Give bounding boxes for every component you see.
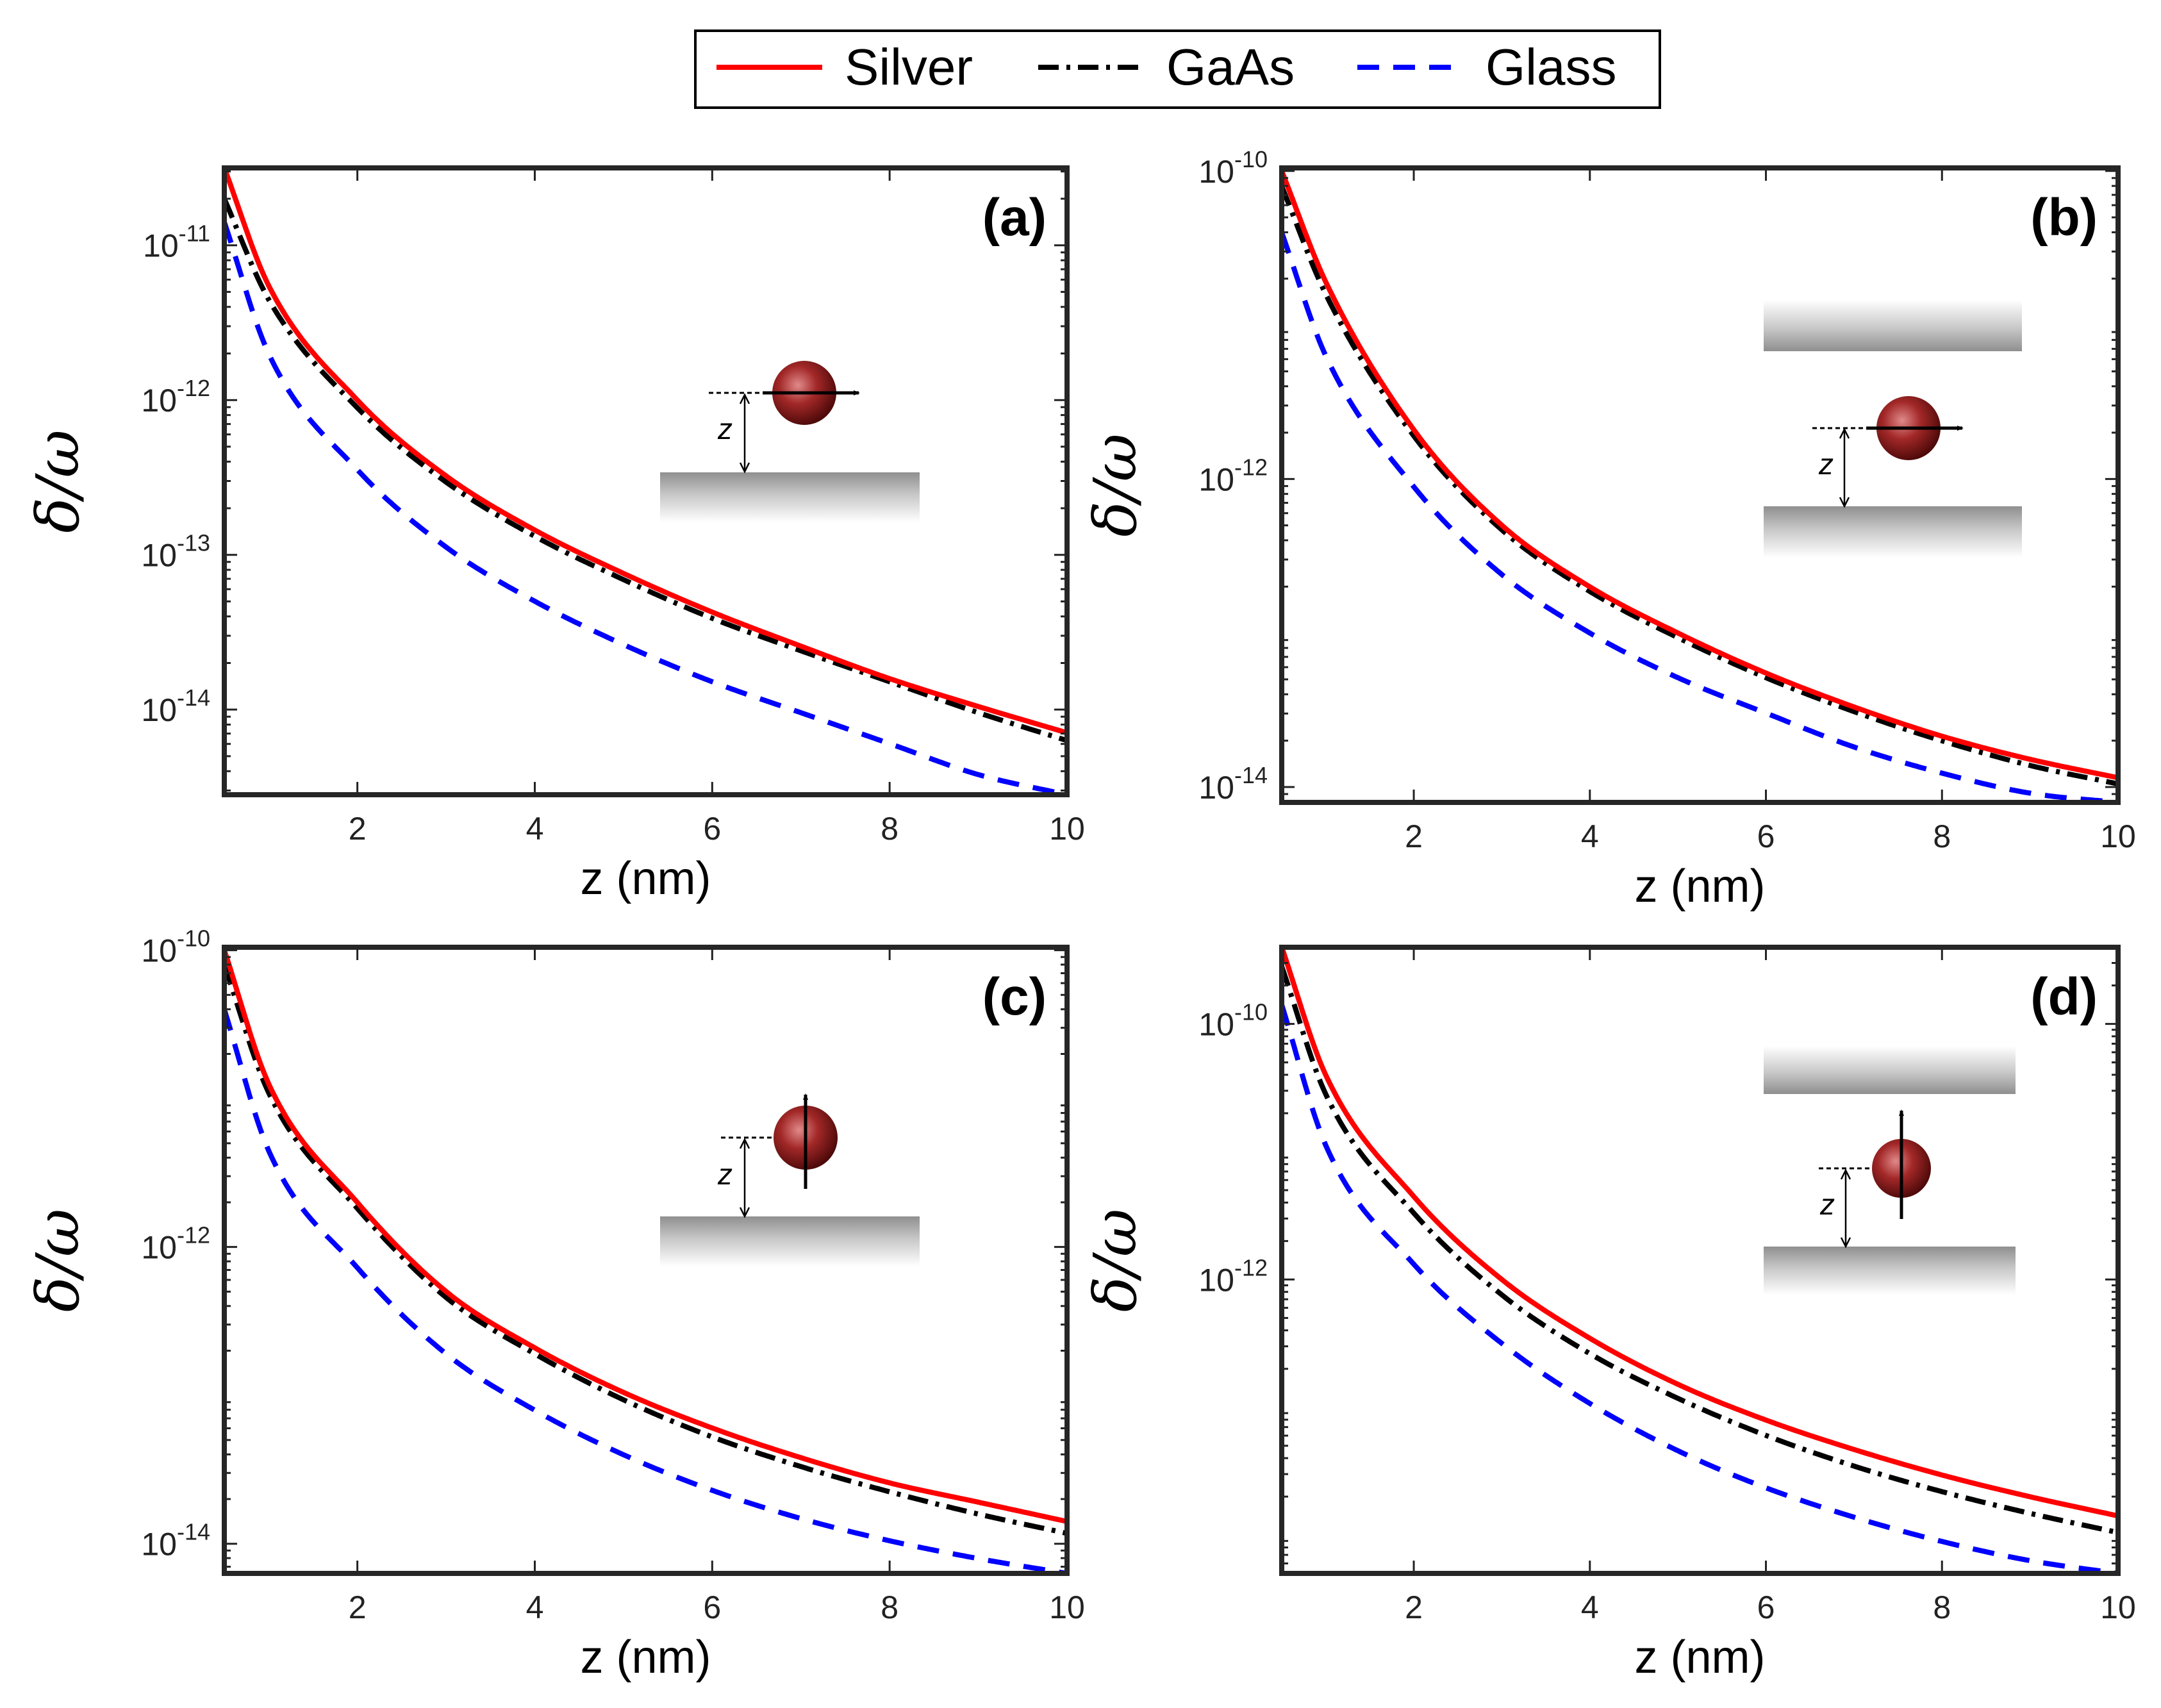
- panel-c: z 10-14 10-12 10-10 2 4 6 8 10 (c) z (nm) δ/ω: [24, 925, 1085, 1683]
- series-line-glass-c: [224, 1009, 1067, 1573]
- series-line-gaas-c: [224, 964, 1067, 1536]
- series-group-c: [224, 949, 1067, 1573]
- y-tick-label: 10-10: [1198, 999, 1268, 1043]
- legend-label-glass: Glass: [1486, 38, 1617, 95]
- x-tick-label: 8: [1933, 818, 1951, 854]
- inset-height-arrows: [739, 1138, 750, 1218]
- legend-label-gaas: GaAs: [1166, 38, 1295, 95]
- y-tick-label: 10-14: [1198, 762, 1268, 806]
- inset-height-arrows: [1840, 1168, 1851, 1248]
- x-axis-label-d: z (nm): [1635, 1632, 1766, 1683]
- series-line-gaas-a: [224, 197, 1067, 743]
- series-line-glass-d: [1282, 1004, 2118, 1573]
- x-tick-label: 4: [526, 1589, 544, 1625]
- inset-z-label: z: [1819, 1188, 1835, 1221]
- plot-frame-d: [1279, 945, 2121, 1576]
- x-axis-label-c: z (nm): [581, 1632, 711, 1683]
- x-tick-label: 8: [881, 811, 898, 847]
- x-tick-label: 2: [1405, 1589, 1423, 1625]
- series-line-gaas-b: [1282, 185, 2118, 787]
- y-axis-label-a: δ/ω: [24, 429, 92, 533]
- legend-box: [694, 29, 1661, 109]
- inset-z-label: z: [1818, 447, 1834, 481]
- y-axis-label-d: δ/ω: [1081, 1209, 1150, 1312]
- y-tick-label: 10-12: [1198, 454, 1268, 497]
- x-tick-label: 4: [526, 811, 544, 847]
- x-tick-label: 10: [1049, 811, 1085, 847]
- inset-z-label: z: [717, 1157, 733, 1191]
- series-line-gaas-d: [1282, 965, 2118, 1536]
- y-tick-label: 10-12: [1198, 1254, 1268, 1298]
- x-tick-label: 6: [703, 811, 721, 847]
- legend-label-silver: Silver: [845, 38, 973, 95]
- series-group-b: [1282, 170, 2118, 802]
- inset-bottom-surface: [1764, 506, 2022, 558]
- inset-bottom-surface: [1764, 1247, 2016, 1295]
- plot-frame-a: [222, 165, 1070, 797]
- y-axis-label-b: δ/ω: [1081, 433, 1150, 536]
- panel-d: z 10-12 10-10 2 4 6 8 10 (d) z (nm) δ/ω: [1081, 945, 2136, 1683]
- panel-label-c: (c): [982, 968, 1047, 1026]
- y-tick-label: 10-12: [141, 1222, 210, 1266]
- inset-height-arrows: [1839, 427, 1850, 508]
- x-tick-label: 10: [2100, 1589, 2136, 1625]
- x-tick-label: 2: [1405, 818, 1423, 854]
- x-tick-label: 4: [1581, 818, 1599, 854]
- y-tick-label: 10-13: [141, 530, 210, 574]
- x-tick-label: 8: [1933, 1589, 1951, 1625]
- x-tick-label: 8: [881, 1589, 898, 1625]
- x-tick-label: 6: [703, 1589, 721, 1625]
- series-line-silver-b: [1282, 170, 2118, 781]
- x-tick-label: 2: [349, 811, 367, 847]
- panel-b: z 10-14 10-12 10-10 2 4 6 8 10 (b) z (nm) δ/ω: [1081, 146, 2136, 912]
- x-axis-label-b: z (nm): [1635, 861, 1766, 912]
- inset-top-surface: [1764, 300, 2022, 351]
- legend: Silver GaAs Glass: [694, 29, 1661, 109]
- plot-area-c: [224, 947, 1067, 1573]
- panel-label-d: (d): [2030, 968, 2098, 1026]
- y-tick-label: 10-11: [143, 220, 210, 264]
- panel-label-b: (b): [2030, 188, 2098, 247]
- inset-bottom-surface: [660, 1216, 920, 1266]
- y-tick-label: 10-12: [141, 375, 210, 419]
- x-tick-label: 2: [349, 1589, 367, 1625]
- x-tick-label: 6: [1757, 1589, 1775, 1625]
- panel-label-a: (a): [982, 188, 1047, 247]
- plot-area-b: [1282, 168, 2118, 802]
- plot-frame-c: [222, 945, 1070, 1576]
- series-line-glass-a: [224, 221, 1067, 795]
- series-line-silver-d: [1282, 947, 2118, 1519]
- series-line-glass-b: [1282, 231, 2118, 802]
- series-group-a: [224, 168, 1067, 795]
- y-tick-label: 10-10: [1198, 146, 1268, 190]
- x-tick-label: 6: [1757, 818, 1775, 854]
- inset-bottom-surface: [660, 472, 920, 522]
- inset-top-surface: [1764, 1046, 2016, 1094]
- series-line-silver-c: [224, 949, 1067, 1524]
- y-tick-label: 10-14: [141, 1519, 210, 1563]
- x-tick-label: 10: [1049, 1589, 1085, 1625]
- panel-a: z 10-14 10-13 10-12 10-11 2 4 6 8 10 (a) z (nm) δ/ω: [24, 165, 1085, 904]
- series-line-silver-a: [224, 168, 1067, 736]
- series-group-d: [1282, 947, 2118, 1573]
- x-tick-label: 4: [1581, 1589, 1599, 1625]
- x-tick-label: 10: [2100, 818, 2136, 854]
- plot-area-a: [224, 168, 1067, 795]
- inset-z-label: z: [717, 412, 733, 445]
- inset-height-arrows: [739, 393, 750, 474]
- y-tick-label: 10-10: [141, 925, 210, 969]
- y-tick-label: 10-14: [141, 684, 210, 728]
- plot-frame-b: [1279, 165, 2121, 805]
- y-axis-label-c: δ/ω: [24, 1209, 92, 1312]
- x-axis-label-a: z (nm): [581, 853, 711, 904]
